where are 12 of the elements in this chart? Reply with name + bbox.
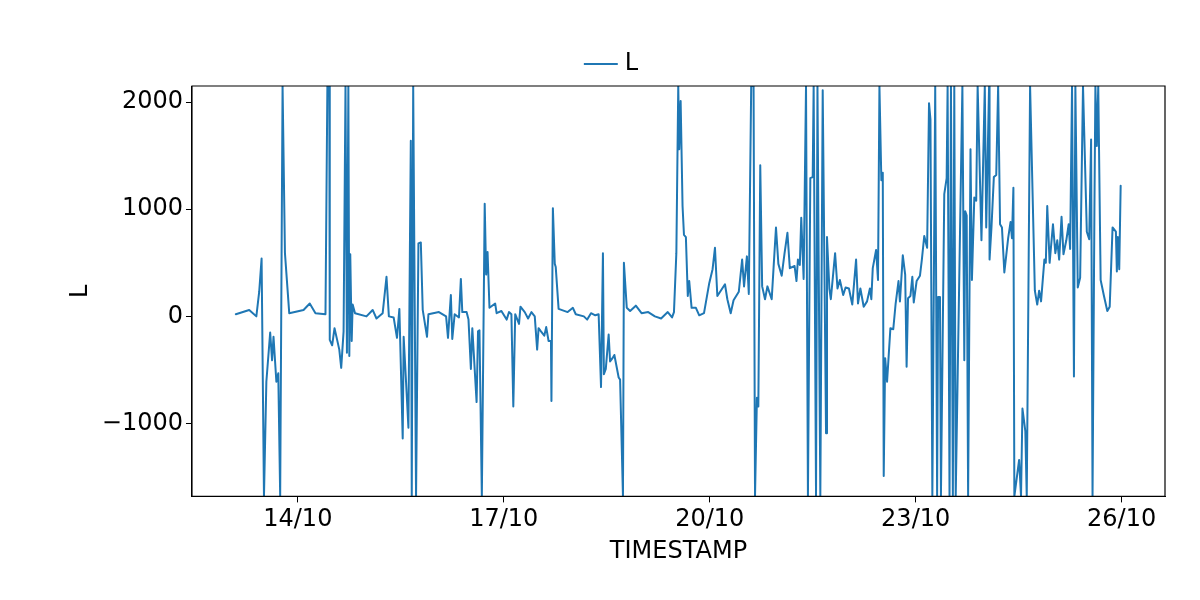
x-axis-title: TIMESTAMP: [608, 535, 748, 564]
y-tick-label: 1000: [121, 193, 183, 222]
x-tick-label: 26/10: [1087, 504, 1157, 533]
y-axis-title: L: [64, 283, 93, 298]
y-tick-label: 0: [167, 300, 183, 329]
x-tick-label: 20/10: [675, 504, 745, 533]
x-tick-label: 14/10: [263, 504, 333, 533]
x-tick-label: 17/10: [469, 504, 539, 533]
y-tick-label: 2000: [121, 86, 183, 115]
x-tick-label: 23/10: [881, 504, 951, 533]
legend-label: L: [624, 48, 639, 77]
y-tick-label: −1000: [101, 407, 183, 436]
